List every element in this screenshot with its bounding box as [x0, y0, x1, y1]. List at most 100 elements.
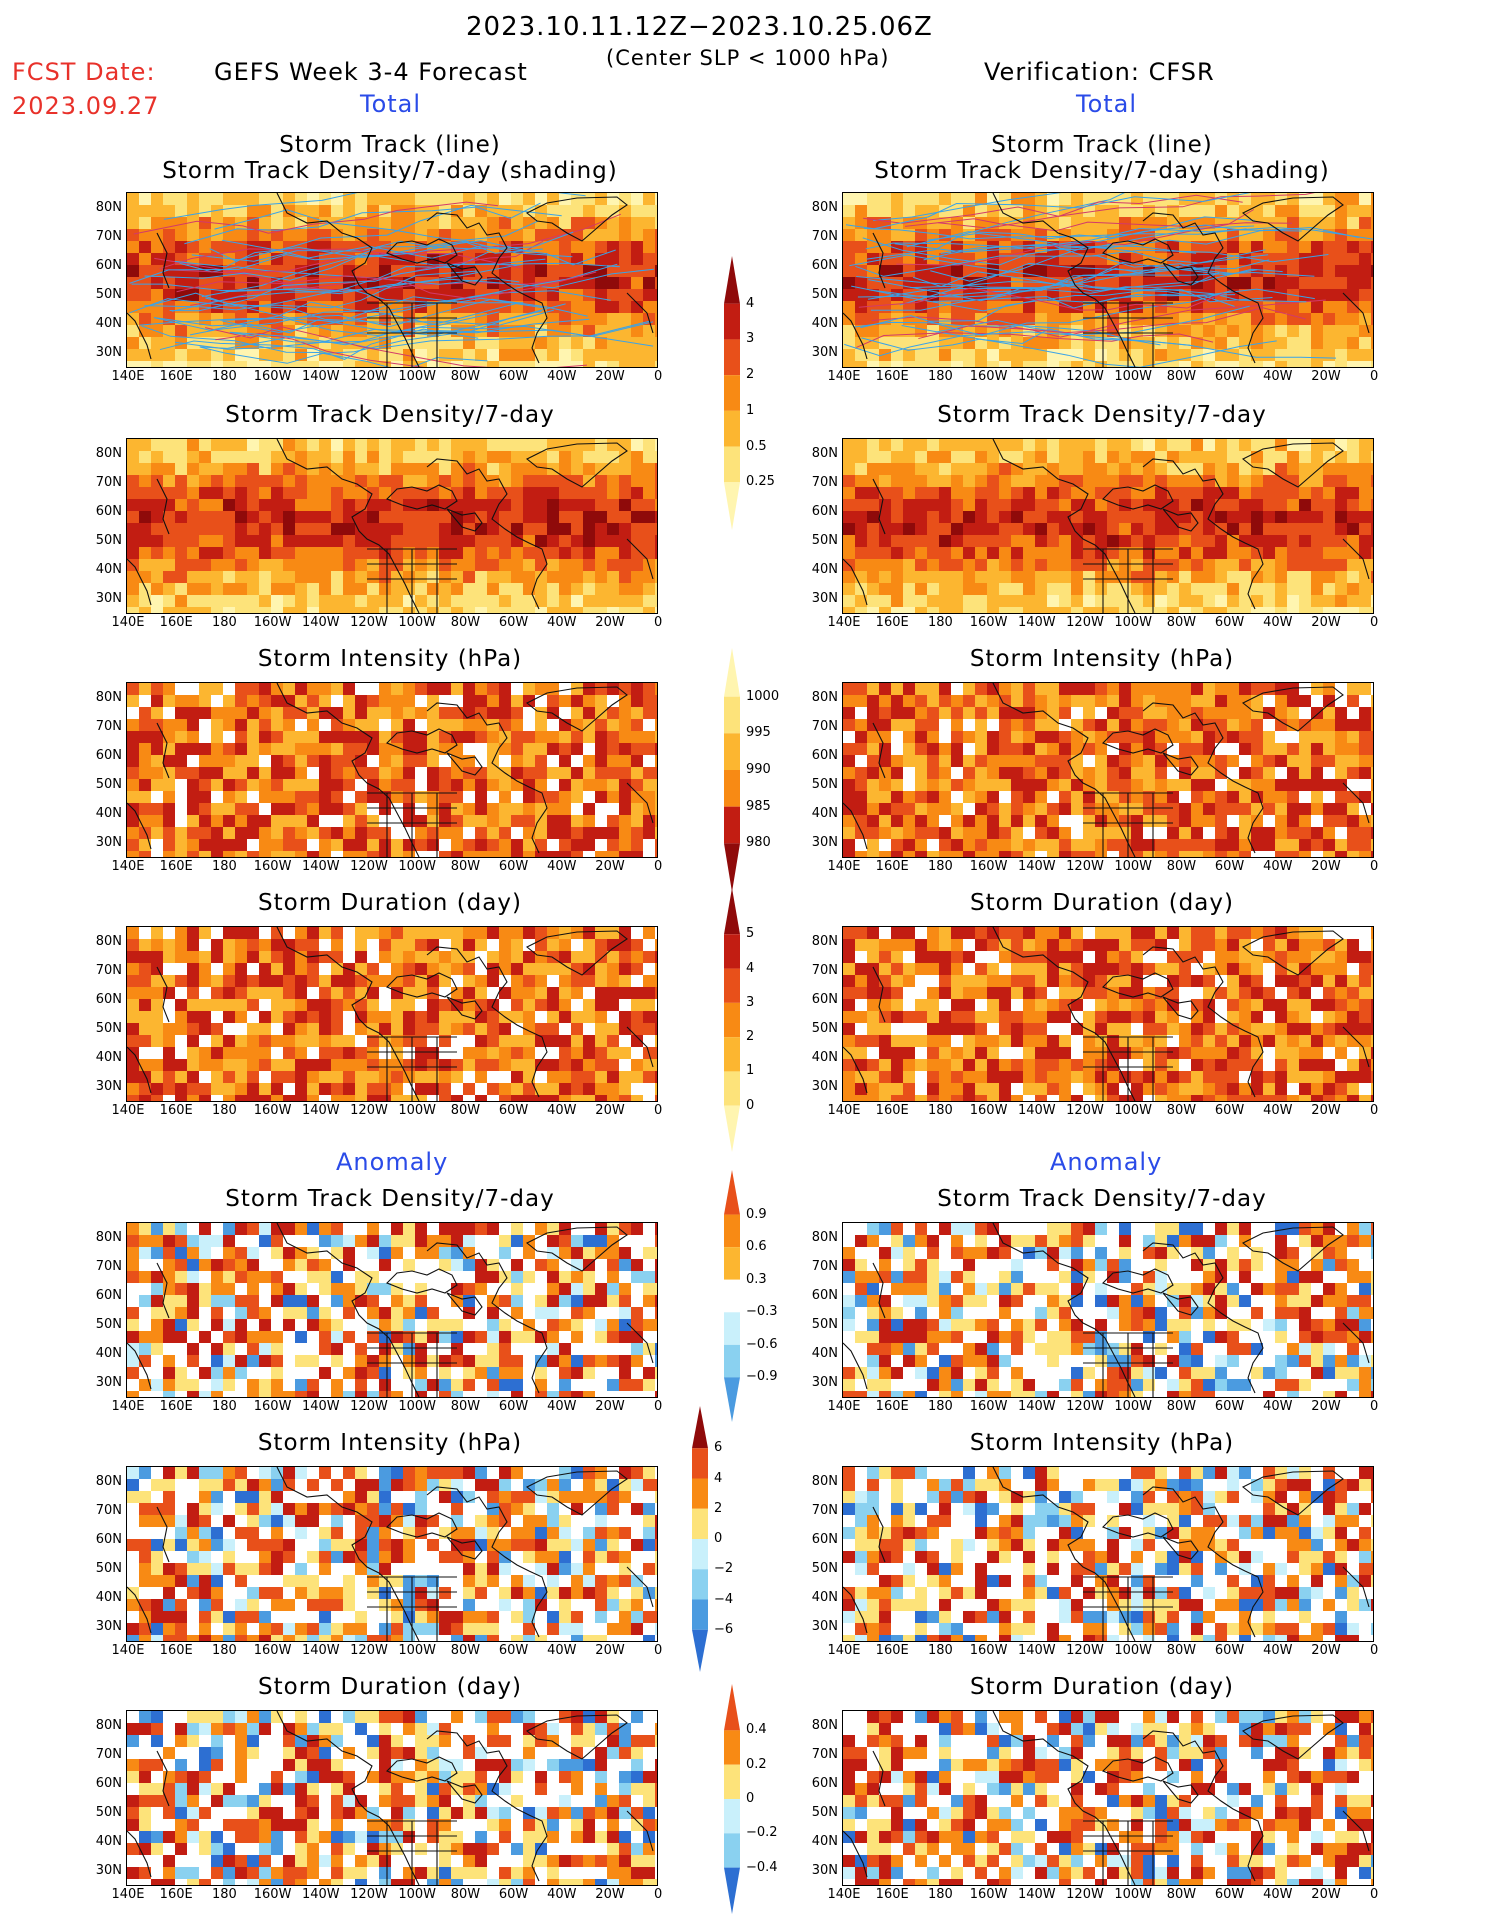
coastline	[1142, 1730, 1264, 1882]
coastline	[843, 1342, 868, 1390]
coastline	[525, 1714, 628, 1760]
period-title: 2023.10.11.12Z−2023.10.25.06Z	[466, 12, 933, 42]
lon-tick-label: 100W	[1114, 615, 1153, 630]
storm-track-line	[862, 237, 1197, 266]
lat-tick-label: 50N	[95, 777, 122, 792]
lon-tick-label: 180	[211, 859, 237, 874]
coastline	[992, 927, 1136, 1101]
coastline	[992, 683, 1136, 857]
lon-tick-label: 140W	[1017, 1103, 1056, 1118]
colorbar-tick-label: 0.3	[746, 1271, 767, 1287]
coastline	[626, 538, 654, 580]
coastline	[386, 484, 458, 510]
coastline	[626, 1322, 654, 1364]
coastline	[1342, 1026, 1370, 1068]
lon-tick-label: 100W	[1114, 1399, 1153, 1414]
right-duration-title: Storm Duration (day)	[970, 890, 1234, 916]
lat-tick-label: 30N	[95, 1375, 122, 1390]
coastline	[1162, 1780, 1199, 1804]
map-panel	[126, 926, 658, 1102]
lon-tick-label: 100W	[398, 615, 437, 630]
coastline	[992, 439, 1136, 613]
lon-tick-label: 140W	[1017, 859, 1056, 874]
colorbar-tick-label: 985	[746, 798, 771, 814]
lon-tick-label: 20W	[595, 1643, 625, 1658]
lon-tick-label: 120W	[350, 1887, 388, 1902]
colorbar-tick-label: 980	[746, 835, 771, 851]
coastline	[446, 752, 483, 776]
lon-tick-label: 160E	[159, 369, 193, 384]
lat-tick-label: 50N	[95, 533, 122, 548]
lon-tick-label: 160E	[875, 369, 909, 384]
colorbar-tick-label: −0.3	[746, 1304, 778, 1320]
lon-tick-label: 60W	[1214, 1103, 1245, 1118]
lat-tick-label: 70N	[811, 963, 838, 978]
lon-tick-label: 140W	[1017, 1887, 1056, 1902]
coastline	[127, 558, 152, 606]
storm-track-line	[169, 263, 521, 312]
coastline	[992, 1467, 1136, 1641]
lat-tick-label: 50N	[811, 1561, 838, 1576]
lat-tick-label: 70N	[811, 229, 838, 244]
lat-tick-label: 50N	[95, 1021, 122, 1036]
lat-tick-label: 30N	[95, 835, 122, 850]
lat-tick-label: 30N	[95, 1619, 122, 1634]
right-total-label: Total	[1076, 90, 1138, 118]
lat-tick-label: 40N	[95, 806, 122, 821]
lon-tick-label: 160W	[253, 1103, 292, 1118]
coastline	[1342, 1322, 1370, 1364]
lon-tick-label: 140W	[301, 1643, 340, 1658]
coastline	[367, 302, 457, 367]
coastline	[843, 1830, 868, 1878]
coastline	[1102, 972, 1174, 998]
coastline	[156, 1506, 170, 1563]
lon-tick-label: 140W	[301, 615, 340, 630]
storm-track-line	[858, 287, 1224, 311]
lon-tick-label: 160W	[969, 1399, 1008, 1414]
left-duration-title: Storm Duration (day)	[258, 890, 522, 916]
left-track-title-1: Storm Track (line)	[279, 132, 501, 158]
lon-tick-label: 160E	[875, 1399, 909, 1414]
lat-tick-label: 70N	[95, 1259, 122, 1274]
coastline	[1241, 1226, 1344, 1272]
colorbar-tick-label: 0.5	[746, 438, 767, 454]
coastline	[525, 930, 628, 976]
lat-tick-label: 40N	[95, 562, 122, 577]
lon-tick-label: 100W	[398, 1103, 437, 1118]
lon-tick-label: 140E	[111, 1887, 145, 1902]
lon-tick-label: 20W	[595, 859, 625, 874]
coastline	[1102, 1512, 1174, 1538]
colorbar-tick-label: 0.25	[746, 474, 775, 490]
lon-tick-label: 20W	[595, 1887, 625, 1902]
colorbar-tick-label: 1000	[746, 688, 780, 704]
lon-tick-label: 180	[211, 1887, 237, 1902]
lon-tick-label: 100W	[1114, 859, 1153, 874]
lat-tick-label: 70N	[95, 963, 122, 978]
lon-tick-label: 60W	[1214, 1643, 1245, 1658]
lon-tick-label: 140W	[1017, 1643, 1056, 1658]
storm-track-line	[129, 270, 479, 314]
lon-tick-label: 0	[654, 1399, 663, 1414]
lat-tick-label: 40N	[811, 316, 838, 331]
lon-tick-label: 80W	[1166, 1399, 1197, 1414]
coastline	[276, 1711, 420, 1885]
lat-tick-label: 70N	[95, 1503, 122, 1518]
coastline	[1102, 1268, 1174, 1294]
lat-tick-label: 80N	[95, 1230, 122, 1245]
coastline	[1162, 1292, 1199, 1316]
coastline	[156, 722, 170, 779]
lon-tick-label: 80W	[450, 1887, 481, 1902]
coastline	[626, 1810, 654, 1852]
lon-tick-label: 140W	[1017, 615, 1056, 630]
coastline	[156, 966, 170, 1023]
lon-tick-label: 180	[211, 615, 237, 630]
coastline	[992, 1223, 1136, 1397]
lon-tick-label: 20W	[1311, 1643, 1341, 1658]
lat-tick-label: 30N	[811, 345, 838, 360]
right-anomaly-label: Anomaly	[1050, 1148, 1163, 1176]
storm-track-line	[184, 202, 541, 245]
colorbar-tick-label: 990	[746, 762, 771, 777]
lon-tick-label: 0	[654, 1887, 663, 1902]
map-field-svg	[127, 1711, 657, 1885]
storm-track-line	[163, 193, 586, 220]
